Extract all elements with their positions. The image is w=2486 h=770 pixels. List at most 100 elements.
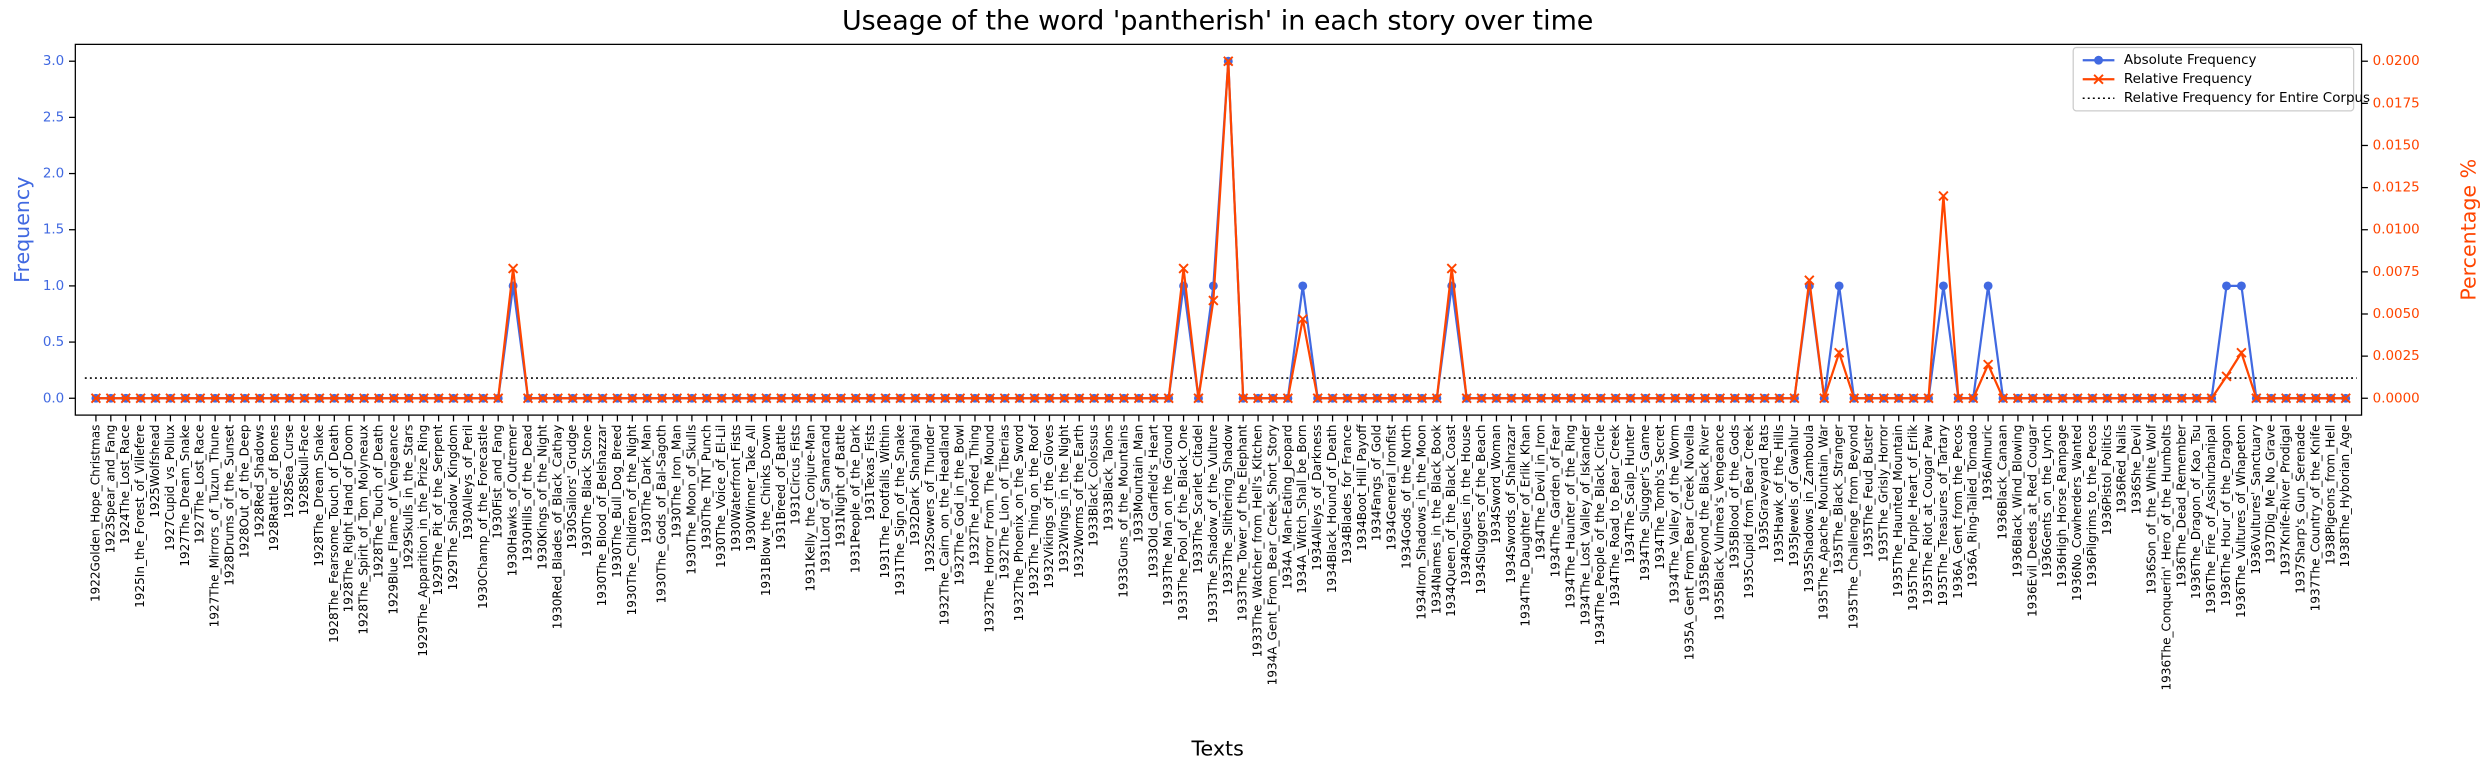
x-tick-label: 1936Almuric (1981, 425, 1995, 501)
x-tick-label: 1929Blue_Flame_of_Vengeance (386, 425, 400, 615)
point-marker (820, 393, 832, 404)
x-tick-label: 1925In_the_Forest_of_Villefere (133, 425, 147, 608)
point-marker (2161, 393, 2173, 404)
point-marker (2132, 393, 2143, 404)
x-tick-label: 1933The_Slithering_Shadow (1221, 424, 1235, 594)
point-marker (1610, 393, 1621, 404)
point-marker (1908, 393, 1919, 404)
x-tick-label: 1929The_Shadow_Kingdom (446, 425, 460, 591)
point-marker (1655, 393, 1666, 404)
point-marker (1476, 393, 1487, 404)
point-marker (1387, 393, 1398, 404)
point-marker (359, 393, 370, 404)
legend-label: Absolute Frequency (2124, 53, 2257, 68)
point-marker (925, 393, 936, 404)
x-tick-label: 1931Kelly_the_Conjure-Man (804, 425, 818, 592)
x-tick-label: 1938Pigeons_from_Hell (2323, 425, 2337, 565)
point-marker (1848, 393, 1860, 404)
x-tick-label: 1936Pilgrims_to_the_Pecos (2085, 425, 2099, 588)
point-marker (522, 393, 534, 404)
y2-tick-label: 0.0075 (2373, 265, 2420, 280)
legend-box (2072, 46, 2355, 112)
x-tick-label: 1934Iron_Shadows_in_the_Moon (1414, 425, 1428, 620)
point-marker (2191, 393, 2202, 404)
point-marker (1804, 275, 1815, 286)
x-tick-label: 1934Swords_of_Shahrazar (1504, 425, 1518, 584)
point-marker (507, 263, 519, 274)
point-marker (835, 393, 846, 404)
x-tick-label: 1928The_Touch_of_Death (372, 425, 386, 579)
y-tick-label: 0.5 (43, 335, 64, 350)
y2-tick-label: 0.0125 (2373, 181, 2420, 196)
point-marker (597, 393, 608, 404)
y2-tick-label: 0.0200 (2373, 54, 2420, 69)
point-marker (1729, 393, 1740, 404)
point-marker (105, 393, 116, 404)
x-tick-label: 1930Waterfront_Fists (729, 425, 743, 552)
chart-title: Useage of the word 'pantherish' in each … (842, 6, 1593, 37)
point-marker (2236, 347, 2247, 358)
point-marker (314, 393, 325, 404)
x-tick-label: 1936She_Devil (2130, 425, 2144, 515)
x-tick-label: 1929The_Pit_of_the_Serpent (431, 424, 445, 595)
point-marker (940, 393, 951, 404)
y-tick-label: 2.5 (43, 110, 64, 125)
x-tick-label: 1931The_Footfalls_Within (878, 425, 892, 579)
x-tick-label: 1935Beyond_the_Black_River (1698, 425, 1712, 603)
point-marker (1327, 393, 1338, 404)
x-tick-label: 1935Cupid_from_Bear_Creek (1742, 425, 1756, 599)
x-tick-label: 1930Alleys_of_Peril (461, 425, 475, 541)
point-marker (180, 393, 191, 404)
x-tick-label: 1936Vultures'_Sanctuary (2249, 425, 2263, 575)
x-tick-label: 1934Rogues_in_the_House (1459, 425, 1473, 586)
x-tick-label: 1936The_Hour_of_the_Dragon (2219, 425, 2233, 607)
point-marker (701, 393, 712, 404)
point-marker (1774, 393, 1785, 404)
point-marker (1297, 313, 1308, 325)
x-tick-label: 1935Black_Vulmea's_Vengeance (1712, 425, 1726, 621)
y2-tick-label: 0.0100 (2373, 223, 2420, 238)
x-tick-label: 1930Red_Blades_of_Black_Cathay (550, 425, 564, 630)
x-tick-label: 1936The_Fire_of_Asshurbanipal (2204, 425, 2218, 614)
point-marker (552, 393, 563, 404)
y2-tick-label: 0.0175 (2373, 96, 2420, 111)
point-marker (627, 393, 638, 404)
point-marker (1133, 393, 1144, 404)
point-marker (2012, 393, 2024, 404)
point-marker (1014, 393, 1025, 404)
point-marker (135, 393, 146, 404)
point-marker (1744, 393, 1755, 404)
x-tick-label: 1935The_Treasures_of_Tartary (1936, 425, 1950, 607)
point-marker (1893, 393, 1904, 404)
point-marker (1163, 393, 1174, 404)
x-tick-label: 1933Old_Garfield's_Heart (1146, 424, 1160, 578)
x-tick-label: 1930Hawks_of_Outremer (506, 425, 520, 577)
point-marker (805, 393, 817, 404)
y-tick-label: 1.5 (43, 223, 64, 238)
point-marker (2146, 393, 2158, 404)
point-marker (299, 393, 310, 404)
point-marker (120, 393, 131, 404)
x-tick-label: 1934A_Gent_From_Bear_Creek_Short_Story (1265, 425, 1279, 686)
point-marker (582, 393, 593, 404)
x-tick-label: 1922Golden_Hope_Christmas (88, 425, 102, 602)
x-tick-label: 1935Hawk_of_the_Hills (1772, 425, 1786, 564)
x-tick-label: 1934The_Garden_of_Fear (1549, 425, 1563, 578)
x-tick-label: 1931The_Sign_of_the_Snake (893, 425, 907, 596)
point-marker (2042, 393, 2053, 404)
legend-marker (2094, 55, 2103, 65)
x-tick-label: 1933The_Scarlet_Citadel (1191, 425, 1205, 574)
x-tick-label: 1923Spear_and_Fang (103, 425, 117, 554)
point-marker (344, 393, 355, 404)
x-tick-label: 1928The_Dream_Snake (312, 425, 326, 567)
x-tick-label: 1933The_Tower_of_the_Elephant (1236, 424, 1250, 621)
x-tick-label: 1934The_Tomb's_Secret (1653, 424, 1667, 569)
point-marker (1983, 359, 1994, 370)
x-tick-label: 1933The_Man_on_the_Ground (1161, 425, 1175, 606)
point-marker (1312, 393, 1323, 404)
x-tick-label: 1927The_Lost_Race (193, 425, 207, 544)
point-marker (612, 393, 623, 404)
x-tick-label: 1933Mountain_Man (1131, 425, 1145, 543)
point-marker (1506, 393, 1517, 404)
x-tick-label: 1928Red_Shadows (252, 425, 266, 538)
